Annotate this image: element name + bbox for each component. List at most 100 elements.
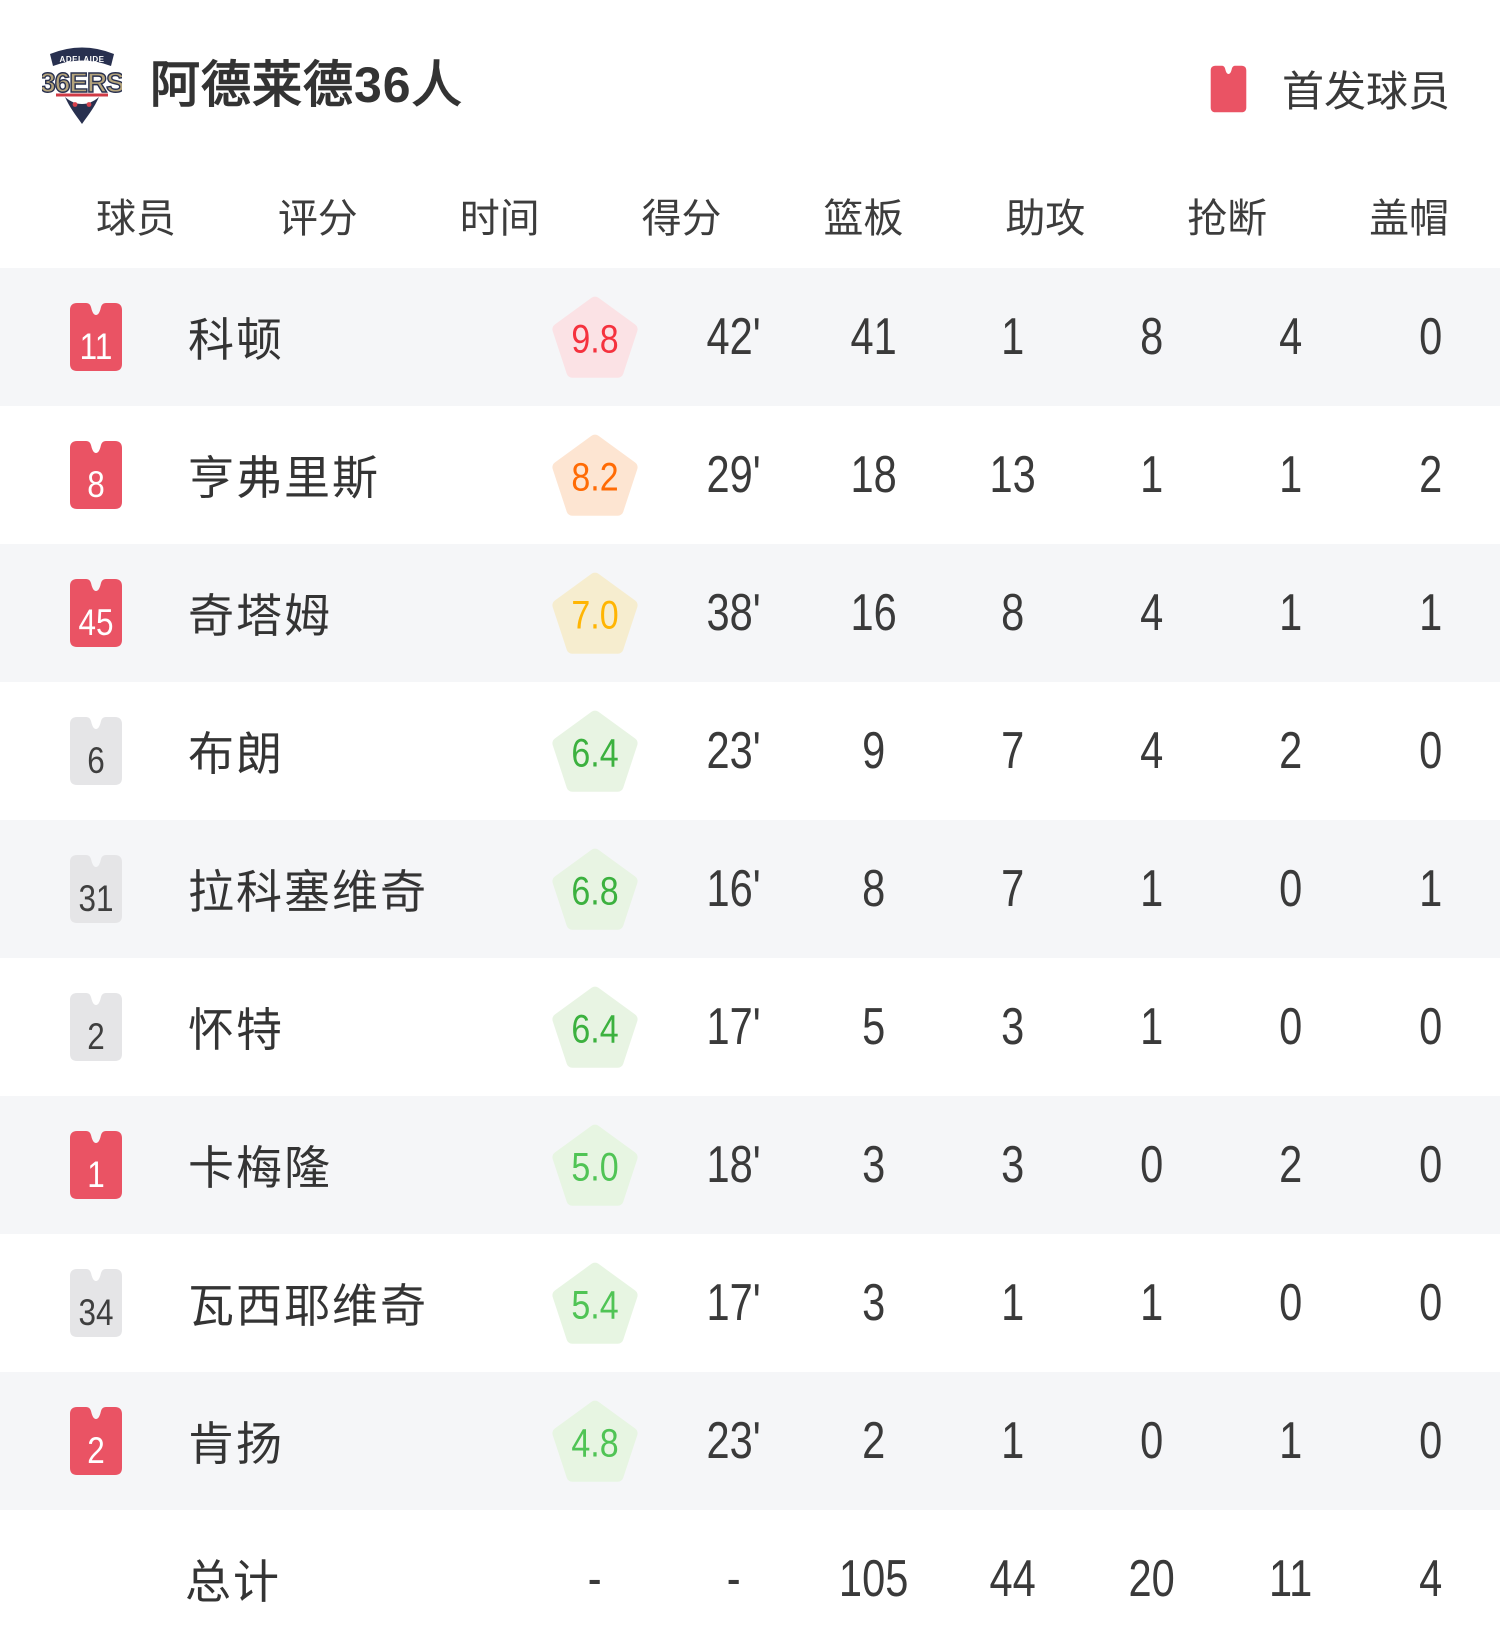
jersey-number: 6	[87, 740, 105, 781]
assists-value: 0	[1140, 1136, 1164, 1194]
minutes-value: 23'	[706, 722, 762, 780]
points-value: 3	[861, 1136, 885, 1194]
jersey-number: 8	[87, 464, 105, 505]
blocks-value: 0	[1418, 722, 1442, 780]
player-name: 拉科塞维奇	[188, 866, 428, 918]
player-row[interactable]: 2 肯扬 4.8 23' 2 1 0 1 0	[0, 1372, 1500, 1510]
player-row[interactable]: 1 卡梅隆 5.0 18' 3 3 0 2 0	[0, 1096, 1500, 1234]
player-row[interactable]: 2 怀特 6.4 17' 5 3 1 0 0	[0, 958, 1500, 1096]
jersey-icon: 45	[62, 575, 130, 651]
minutes-value: 23'	[706, 1412, 762, 1470]
points-value: 3	[861, 1274, 885, 1332]
blocks-value: 0	[1418, 308, 1442, 366]
svg-text:ADELAIDE: ADELAIDE	[60, 55, 105, 64]
rating-badge: 5.4	[552, 1261, 638, 1345]
player-row[interactable]: 6 布朗 6.4 23' 9 7 4 2 0	[0, 682, 1500, 820]
svg-text:36ERS: 36ERS	[42, 67, 122, 98]
starter-legend-label: 首发球员	[1281, 68, 1450, 115]
steals-value: 0	[1279, 1274, 1303, 1332]
jersey-number: 11	[79, 326, 113, 367]
minutes-value: 18'	[706, 1136, 762, 1194]
rebounds-value: 7	[1000, 860, 1025, 918]
column-header-player: 球员	[95, 197, 176, 241]
rating-cell: 5.4	[525, 1261, 664, 1345]
starter-jersey-icon	[1210, 65, 1247, 112]
blocks-value: 0	[1418, 998, 1442, 1056]
jersey-number: 34	[78, 1292, 114, 1333]
player-cell: 8 亨弗里斯	[45, 437, 525, 513]
player-row[interactable]: 31 拉科塞维奇 6.8 16' 8 7 1 0 1	[0, 820, 1500, 958]
rating-cell: 7.0	[525, 571, 664, 655]
rating-value: 4.8	[571, 1421, 619, 1466]
player-cell: 11 科顿	[45, 299, 525, 375]
player-cell: 1 卡梅隆	[45, 1127, 525, 1203]
player-row[interactable]: 34 瓦西耶维奇 5.4 17' 3 1 1 0 0	[0, 1234, 1500, 1372]
jersey-number: 31	[78, 878, 114, 919]
column-header-points: 得分	[641, 197, 722, 241]
total-label: 总计	[185, 1556, 281, 1608]
points-value: 41	[850, 308, 897, 366]
column-header-rebounds: 篮板	[823, 197, 904, 241]
total-steals: 11	[1269, 1550, 1313, 1608]
jersey-icon: 2	[62, 1403, 130, 1479]
steals-value: 1	[1279, 584, 1303, 642]
minutes-value: 17'	[706, 998, 762, 1056]
player-name: 肯扬	[188, 1418, 284, 1470]
total-rebounds: 44	[989, 1550, 1036, 1608]
points-value: 2	[861, 1412, 885, 1470]
assists-value: 4	[1140, 722, 1164, 780]
rating-badge: 6.8	[552, 847, 638, 931]
team-logo: ADELAIDE 36ERS	[42, 47, 122, 124]
player-row[interactable]: 45 奇塔姆 7.0 38' 16 8 4 1 1	[0, 544, 1500, 682]
assists-value: 8	[1140, 308, 1164, 366]
steals-value: 1	[1279, 1412, 1303, 1470]
player-name: 布朗	[188, 728, 284, 780]
blocks-value: 1	[1418, 584, 1442, 642]
rating-badge: 9.8	[552, 295, 638, 379]
player-cell: 6 布朗	[45, 713, 525, 789]
player-cell: 45 奇塔姆	[45, 575, 525, 651]
rebounds-value: 8	[1000, 584, 1025, 642]
steals-value: 1	[1279, 446, 1303, 504]
player-cell: 2 怀特	[45, 989, 525, 1065]
jersey-number: 2	[87, 1016, 105, 1057]
rating-badge: 6.4	[552, 709, 638, 793]
column-header-assists: 助攻	[1005, 197, 1086, 241]
points-value: 8	[861, 860, 885, 918]
minutes-value: 42'	[706, 308, 762, 366]
rebounds-value: 1	[1000, 308, 1025, 366]
jersey-icon: 11	[62, 299, 130, 375]
minutes-value: 17'	[706, 1274, 762, 1332]
points-value: 9	[861, 722, 885, 780]
player-cell: 34 瓦西耶维奇	[45, 1265, 525, 1341]
jersey-icon: 6	[62, 713, 130, 789]
player-row[interactable]: 8 亨弗里斯 8.2 29' 18 13 1 1 2	[0, 406, 1500, 544]
jersey-icon: 31	[62, 851, 130, 927]
assists-value: 0	[1140, 1412, 1164, 1470]
team-header: ADELAIDE 36ERS 阿德莱德36人 首发球员	[0, 0, 1500, 162]
total-rating: -	[587, 1550, 602, 1608]
rating-cell: 5.0	[525, 1123, 664, 1207]
rebounds-value: 7	[1000, 722, 1025, 780]
jersey-number: 1	[87, 1154, 105, 1195]
assists-value: 1	[1140, 860, 1164, 918]
jersey-icon: 34	[62, 1265, 130, 1341]
minutes-value: 16'	[706, 860, 762, 918]
rating-cell: 6.4	[525, 985, 664, 1069]
stats-table-header: 球员 评分 时间 得分 篮板 助攻 抢断 盖帽	[0, 162, 1500, 268]
jersey-icon: 2	[62, 989, 130, 1065]
jersey-number: 45	[78, 602, 114, 643]
player-name: 卡梅隆	[188, 1142, 332, 1194]
rating-badge: 7.0	[552, 571, 638, 655]
assists-value: 1	[1140, 1274, 1164, 1332]
rating-cell: 4.8	[525, 1399, 664, 1483]
rating-value: 8.2	[571, 455, 619, 500]
rating-value: 5.4	[571, 1283, 619, 1328]
total-assists: 20	[1128, 1550, 1175, 1608]
rebounds-value: 1	[1000, 1412, 1025, 1470]
total-points: 105	[838, 1550, 908, 1608]
player-row[interactable]: 11 科顿 9.8 42' 41 1 8 4 0	[0, 268, 1500, 406]
rating-cell: 6.8	[525, 847, 664, 931]
steals-value: 2	[1279, 1136, 1303, 1194]
rating-value: 7.0	[571, 593, 619, 638]
